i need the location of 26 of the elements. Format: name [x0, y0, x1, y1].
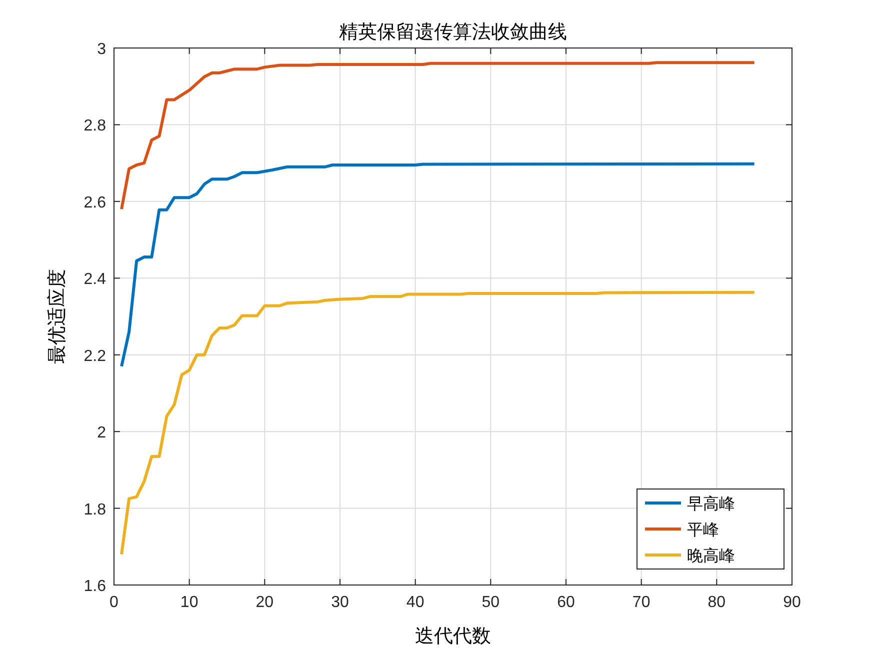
x-tick-label: 50 [482, 594, 500, 611]
line-series [120, 162, 756, 368]
y-tick-label: 1.6 [84, 578, 106, 595]
x-tick-label: 40 [406, 594, 424, 611]
x-tick-label: 20 [256, 594, 274, 611]
x-tick-label: 10 [180, 594, 198, 611]
legend-label: 晚高峰 [687, 546, 735, 565]
x-tick-label: 60 [557, 594, 575, 611]
y-tick-label: 1.8 [84, 501, 106, 518]
x-tick-label: 70 [632, 594, 650, 611]
x-tick-label: 80 [708, 594, 726, 611]
x-tick-label: 30 [331, 594, 349, 611]
y-tick-label: 2.6 [84, 194, 106, 212]
y-tick-label: 3 [97, 41, 106, 58]
legend-label: 早高峰 [687, 494, 735, 513]
x-tick-label: 90 [783, 594, 801, 611]
y-axis-title: 最优适应度 [46, 269, 68, 364]
line-series [120, 61, 756, 211]
x-tick-label: 0 [110, 594, 119, 611]
legend-label: 平峰 [687, 520, 719, 539]
x-axis-title: 迭代代数 [415, 625, 491, 647]
y-tick-label: 2.2 [84, 348, 106, 365]
y-tick-label: 2 [97, 424, 106, 442]
y-tick-label: 2.4 [84, 271, 106, 288]
chart-title: 精英保留遗传算法收敛曲线 [339, 21, 567, 43]
y-tick-label: 2.8 [84, 118, 106, 135]
